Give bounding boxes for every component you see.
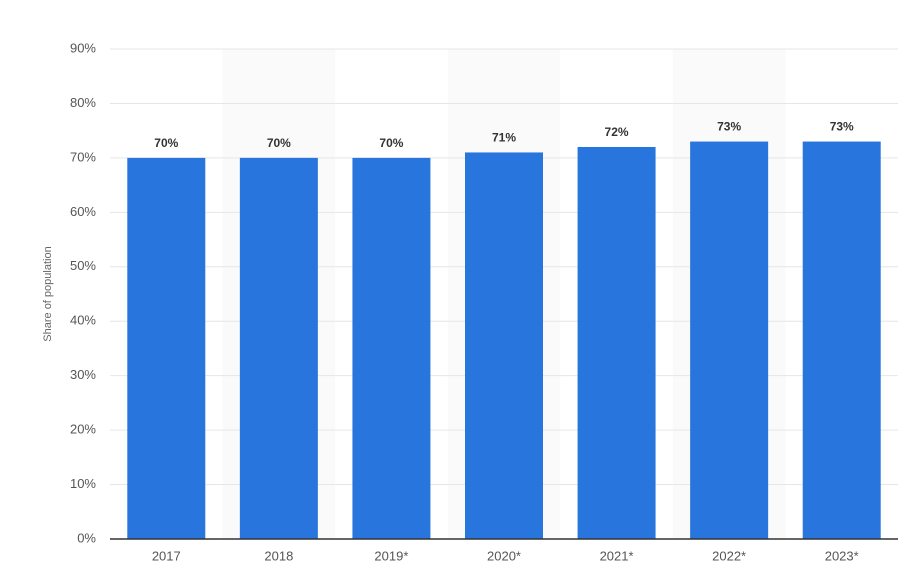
y-tick-label: 10%: [70, 476, 96, 491]
value-label: 73%: [717, 120, 741, 134]
bar: [690, 141, 769, 540]
y-tick-label: 0%: [77, 530, 96, 545]
y-tick-label: 70%: [70, 149, 96, 164]
bar: [127, 157, 206, 539]
x-tick-label: 2022*: [712, 548, 746, 563]
x-tick-label: 2019*: [374, 548, 408, 563]
y-tick-label: 50%: [70, 258, 96, 273]
y-axis-label: Share of population: [42, 246, 54, 341]
y-tick-label: 40%: [70, 313, 96, 328]
y-tick-label: 80%: [70, 95, 96, 110]
x-tick-label: 2018: [264, 548, 293, 563]
value-label: 71%: [492, 131, 516, 145]
value-label: 73%: [830, 120, 854, 134]
x-tick-label: 2020*: [487, 548, 521, 563]
bar: [577, 147, 656, 539]
y-tick-label: 30%: [70, 367, 96, 382]
value-label: 70%: [379, 136, 403, 150]
x-tick-label: 2021*: [600, 548, 634, 563]
x-tick-label: 2017: [152, 548, 181, 563]
bar: [239, 157, 318, 539]
y-tick-label: 90%: [70, 40, 96, 55]
value-label: 72%: [605, 125, 629, 139]
x-tick-label: 2023*: [825, 548, 859, 563]
value-label: 70%: [154, 136, 178, 150]
bar: [352, 157, 431, 539]
value-label: 70%: [267, 136, 291, 150]
bar: [465, 152, 543, 539]
y-tick-label: 60%: [70, 204, 96, 219]
y-tick-label: 20%: [70, 422, 96, 437]
bar: [802, 141, 881, 540]
